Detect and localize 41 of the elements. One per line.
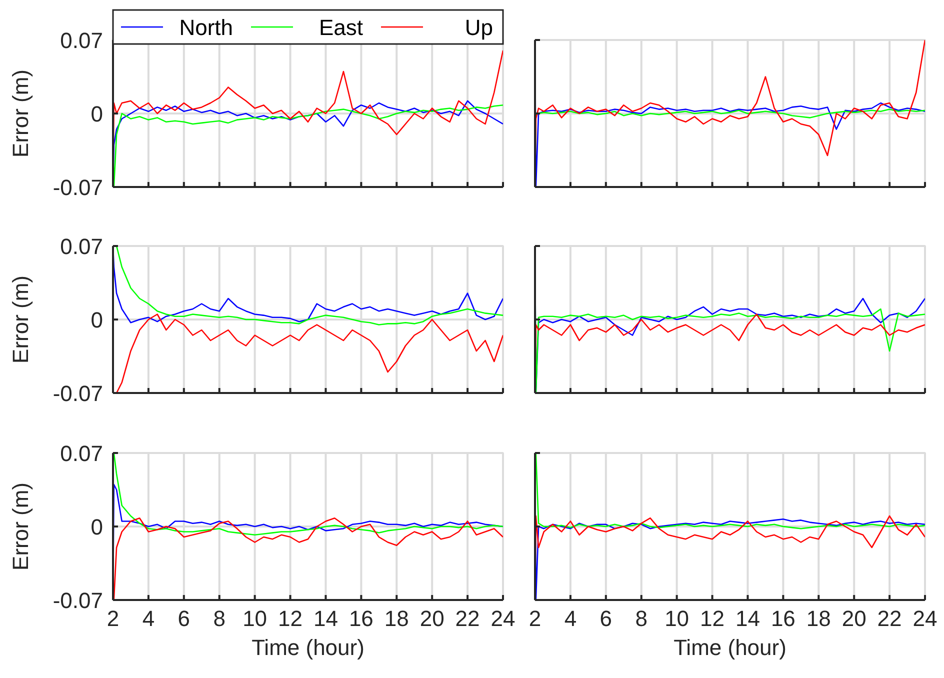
x-tick-label: 16 <box>770 606 796 631</box>
x-tick-label: 12 <box>278 606 303 631</box>
y-tick-label: -0.07 <box>52 588 103 613</box>
x-tick-label: 18 <box>806 606 831 631</box>
legend-label: Up <box>464 15 493 40</box>
y-axis-title: Error (m) <box>8 482 33 570</box>
x-tick-label: 20 <box>420 606 444 631</box>
x-tick-label: 14 <box>735 606 760 631</box>
y-tick-label: 0 <box>90 308 103 332</box>
x-tick-label: 8 <box>213 606 226 631</box>
x-axis-title: Time (hour) <box>252 635 364 660</box>
x-tick-label: 18 <box>384 606 409 631</box>
y-axis-title: Error (m) <box>8 70 33 158</box>
x-tick-label: 2 <box>528 606 542 631</box>
x-tick-label: 6 <box>178 606 190 631</box>
y-tick-label: 0.07 <box>60 28 103 53</box>
y-tick-label: 0.07 <box>60 441 103 466</box>
x-tick-label: 2 <box>106 606 120 631</box>
x-tick-label: 10 <box>242 606 268 631</box>
x-tick-label: 4 <box>142 606 155 631</box>
x-tick-label: 12 <box>700 606 725 631</box>
x-tick-label: 8 <box>635 606 648 631</box>
y-tick-label: -0.07 <box>52 381 103 406</box>
legend-label: North <box>179 15 233 40</box>
x-tick-label: 6 <box>600 606 612 631</box>
y-tick-label: 0.07 <box>60 234 103 259</box>
x-tick-label: 16 <box>348 606 374 631</box>
x-tick-label: 14 <box>313 606 338 631</box>
x-tick-label: 24 <box>490 606 516 631</box>
y-tick-label: 0 <box>90 102 103 126</box>
y-axis-title: Error (m) <box>8 276 33 364</box>
legend-label: East <box>318 15 363 40</box>
x-tick-label: 24 <box>912 606 938 631</box>
x-tick-label: 20 <box>842 606 866 631</box>
y-tick-label: -0.07 <box>52 175 103 200</box>
y-tick-label: 0 <box>90 514 103 540</box>
x-tick-label: 10 <box>664 606 690 631</box>
x-tick-label: 4 <box>564 606 577 631</box>
x-tick-label: 22 <box>455 606 480 631</box>
x-axis-title: Time (hour) <box>674 635 786 660</box>
x-tick-label: 22 <box>877 606 902 631</box>
